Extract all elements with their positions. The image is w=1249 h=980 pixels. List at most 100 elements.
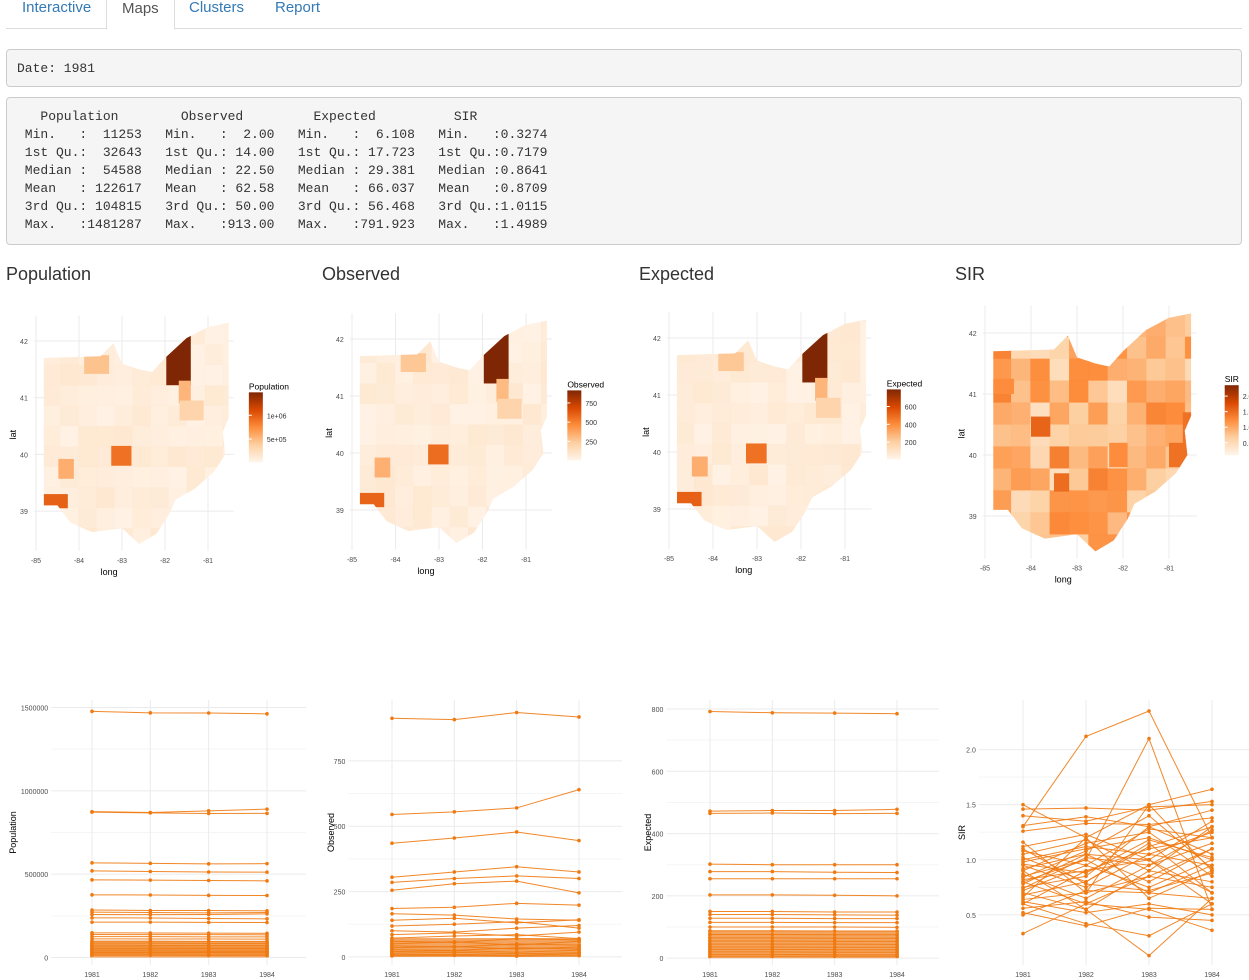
- county: [1107, 467, 1128, 491]
- county: [1011, 467, 1032, 491]
- data-point: [1210, 880, 1214, 884]
- data-point: [832, 893, 837, 898]
- county: [1049, 423, 1070, 447]
- data-point: [708, 909, 712, 914]
- county-cuyahoga: [802, 332, 828, 383]
- county-montgomery: [691, 456, 708, 477]
- legend-label: 0.5: [1243, 441, 1249, 448]
- series-line: [710, 894, 898, 897]
- data-point: [770, 909, 775, 914]
- county: [449, 526, 469, 544]
- series-line: [391, 880, 580, 894]
- county: [78, 322, 98, 325]
- data-point: [148, 912, 153, 917]
- county: [1088, 401, 1109, 425]
- county: [431, 505, 451, 528]
- county: [394, 403, 414, 425]
- data-point: [514, 954, 519, 958]
- county: [1107, 357, 1128, 381]
- series-line: [91, 879, 268, 882]
- county: [78, 466, 98, 488]
- county: [359, 403, 378, 425]
- county: [1146, 423, 1167, 447]
- data-point: [895, 870, 899, 875]
- data-point: [206, 711, 211, 715]
- county: [204, 364, 224, 386]
- county: [1146, 357, 1167, 381]
- x-tick-label: -81: [1164, 566, 1174, 573]
- county: [841, 340, 862, 363]
- series-line: [91, 710, 268, 715]
- data-point: [895, 939, 899, 944]
- county: [78, 527, 98, 544]
- data-point: [1084, 896, 1088, 901]
- data-point: [1147, 709, 1151, 713]
- county: [222, 343, 229, 365]
- county: [359, 505, 378, 528]
- data-point: [577, 953, 581, 958]
- county: [413, 526, 433, 544]
- data-point: [1084, 888, 1088, 893]
- tab-report[interactable]: Report: [275, 0, 321, 16]
- county: [1030, 379, 1051, 403]
- county-high-sir: [1109, 442, 1128, 468]
- county: [1146, 401, 1167, 425]
- county: [60, 343, 80, 365]
- data-point: [390, 812, 394, 817]
- y-tick-label: 0: [341, 955, 345, 962]
- data-point: [1084, 924, 1088, 928]
- county: [860, 381, 867, 404]
- county: [1146, 533, 1167, 552]
- county: [132, 445, 152, 467]
- data-point: [1147, 841, 1151, 846]
- county: [860, 361, 867, 383]
- county: [1088, 489, 1109, 513]
- county: [359, 341, 378, 364]
- data-point: [514, 830, 519, 834]
- data-point: [452, 870, 457, 874]
- data-point: [452, 717, 457, 722]
- county: [1030, 511, 1051, 535]
- county: [359, 464, 378, 487]
- data-point: [148, 920, 153, 924]
- county: [676, 463, 695, 486]
- county: [1049, 445, 1070, 469]
- county: [43, 527, 62, 544]
- tab-interactive[interactable]: Interactive: [22, 0, 92, 16]
- data-point: [1021, 902, 1025, 906]
- county: [222, 322, 229, 325]
- tab-clusters[interactable]: Clusters: [189, 0, 245, 16]
- data-point: [390, 954, 394, 958]
- county: [431, 341, 451, 364]
- data-point: [895, 925, 899, 930]
- x-tick-label: 1982: [447, 972, 463, 979]
- data-point: [265, 807, 269, 811]
- data-point: [1084, 871, 1088, 875]
- x-tick-label: -82: [160, 558, 170, 565]
- county: [749, 361, 769, 383]
- data-point: [206, 862, 211, 866]
- county-high-sir: [1169, 442, 1189, 468]
- county: [767, 422, 788, 445]
- data-point: [514, 936, 519, 941]
- tab-maps[interactable]: Maps: [106, 0, 175, 30]
- data-point: [708, 947, 712, 952]
- county: [823, 463, 843, 486]
- y-tick-label: 0: [44, 956, 48, 963]
- data-point: [577, 787, 581, 792]
- legend-label: 1e+06: [267, 413, 287, 420]
- county: [804, 319, 825, 321]
- data-point: [770, 811, 775, 815]
- series-line: [1022, 901, 1213, 916]
- data-point: [1210, 802, 1214, 807]
- county-lucas: [84, 355, 110, 374]
- county: [767, 443, 788, 465]
- county: [1184, 467, 1192, 491]
- y-tick-label: 40: [336, 451, 344, 458]
- data-point: [452, 916, 457, 921]
- county: [676, 504, 695, 527]
- county: [676, 443, 695, 465]
- data-point: [577, 870, 581, 874]
- county: [1069, 445, 1090, 469]
- county: [676, 340, 695, 363]
